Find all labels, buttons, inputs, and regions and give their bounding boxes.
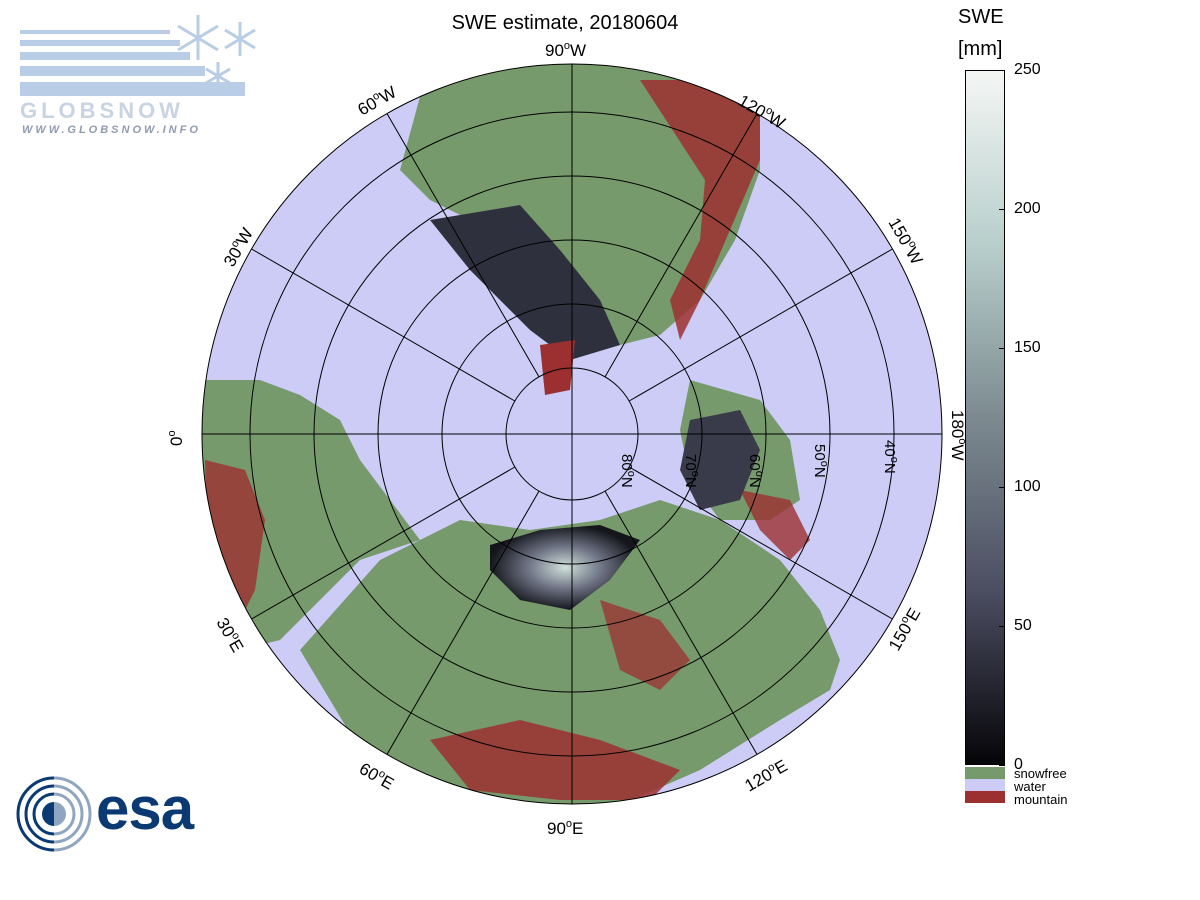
category-label-snowfree: snowfree (1014, 766, 1067, 781)
mountain-greenland-ice (540, 340, 575, 395)
mountain-rockies (640, 80, 760, 340)
lon-label-120e: 120oE (741, 755, 791, 795)
meridian-line (251, 466, 516, 620)
meridian-line (251, 248, 516, 402)
lon-label-90e: 90oE (547, 818, 583, 838)
landmass-north-america (400, 64, 760, 345)
lon-label-90w: 90oW (545, 40, 586, 60)
colorbar-tick-mark (999, 209, 1005, 210)
lat-label-80n: 80oN (618, 454, 637, 488)
snowflake-icon (177, 15, 256, 90)
meridian-line (386, 490, 540, 755)
category-label-mountain: mountain (1014, 792, 1068, 807)
map-disk (202, 64, 942, 804)
colorbar-categories (965, 767, 1005, 803)
esa-wordmark: esa (96, 775, 194, 842)
colorbar-tick-label: 100 (1014, 478, 1041, 495)
mountain-siberia (600, 600, 690, 690)
lat-label-70n: 70oN (682, 454, 701, 488)
mountain-alaska (740, 490, 810, 560)
globsnow-logo: GLOBSNOW (18, 10, 258, 140)
meridian-line (628, 466, 893, 620)
colorbar-tick-label: 50 (1014, 617, 1032, 634)
colorbar-tick-mark (999, 70, 1005, 71)
lat-label-50n: 50oN (811, 444, 830, 478)
map-boundary (201, 63, 943, 805)
colorbar-tick-label: 200 (1014, 200, 1041, 217)
lon-label-30e: 30oE (213, 614, 249, 656)
category-label-water: water (1014, 779, 1046, 794)
graticule (202, 64, 942, 804)
colorbar-units: [mm] (958, 38, 1003, 60)
meridian-line (386, 113, 540, 378)
colorbar-tick-label: 250 (1014, 61, 1041, 78)
meridian-line (628, 248, 893, 402)
globsnow-logo-graphic: GLOBSNOW (20, 15, 256, 123)
lon-label-60e: 60oE (356, 758, 398, 794)
globsnow-url: WWW.GLOBSNOW.INFO (22, 124, 201, 136)
category-swatch-mountain (965, 791, 1005, 803)
meridian-line (604, 490, 758, 755)
meridian-line (604, 113, 758, 378)
snow-cover-east-siberia (680, 410, 760, 510)
colorbar-tick-mark (999, 487, 1005, 488)
lat-label-40n: 40oN (881, 440, 900, 474)
esa-logo-icon (16, 774, 94, 854)
lon-label-180w: 180oW (948, 410, 968, 461)
lat-label-60n: 60oN (746, 454, 765, 488)
landmass-asia (300, 500, 840, 804)
colorbar-tick-mark (999, 765, 1005, 766)
colorbar-tick-label: 0 (1014, 756, 1023, 773)
lon-label-0: 0o (166, 430, 186, 446)
category-swatch-snowfree (965, 767, 1005, 779)
colorbar-gradient (965, 70, 1005, 765)
colorbar-title: SWE (958, 6, 1004, 28)
category-swatch-water (965, 779, 1005, 791)
colorbar-tick-label: 150 (1014, 339, 1041, 356)
mountain-central-asia (430, 720, 680, 800)
map-title: SWE estimate, 20180604 (451, 12, 679, 34)
colorbar-tick-mark (999, 626, 1005, 627)
colorbar-tick-mark (999, 348, 1005, 349)
globsnow-wordmark: GLOBSNOW (20, 98, 184, 123)
snow-cover-siberia (490, 525, 640, 610)
